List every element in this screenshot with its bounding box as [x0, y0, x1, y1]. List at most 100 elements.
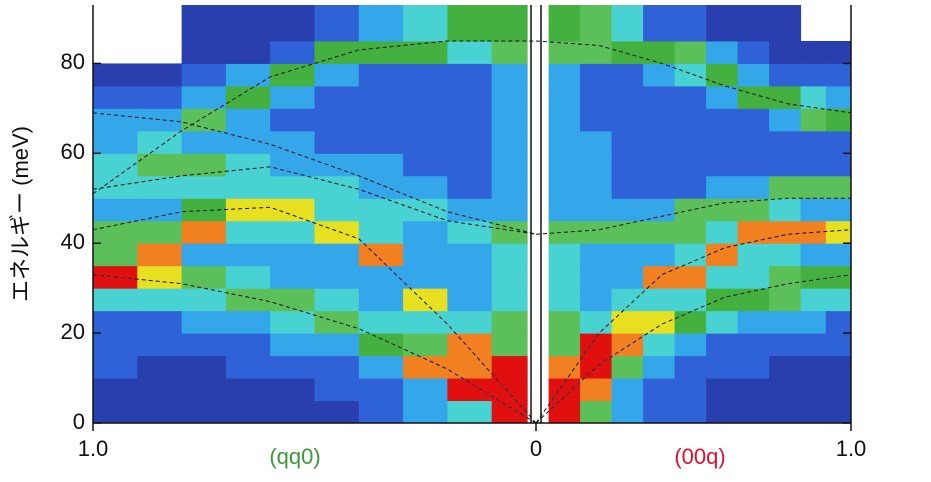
heat-cell [825, 265, 852, 289]
heat-cell [314, 310, 360, 334]
heat-cell [491, 400, 528, 424]
heat-cell [181, 40, 227, 64]
y-tick-label: 20 [61, 319, 85, 344]
dispersion-curve [92, 166, 537, 235]
heat-cell [825, 220, 852, 244]
heat-cell [225, 198, 271, 222]
heat-cell [358, 85, 404, 109]
dispersion-curve [92, 274, 537, 424]
heat-cell [674, 220, 707, 244]
heat-cell [825, 108, 852, 132]
heat-cell [358, 108, 404, 132]
heat-cell [737, 153, 770, 177]
heat-cell [358, 130, 404, 154]
heat-cell [447, 378, 493, 402]
heat-cell [706, 243, 739, 267]
heat-cell [580, 5, 613, 42]
heat-cell [737, 265, 770, 289]
heat-cell [314, 198, 360, 222]
heat-cell [580, 243, 613, 267]
heat-cell [548, 130, 581, 154]
heat-cell [737, 175, 770, 199]
heat-cell [491, 85, 528, 109]
heat-cell [314, 153, 360, 177]
heat-cell [137, 288, 183, 312]
heat-cell [643, 108, 676, 132]
heat-cell [825, 198, 852, 222]
dispersion-curve [92, 112, 537, 235]
heat-cell [769, 5, 802, 42]
heat-cell [769, 378, 802, 402]
heat-cell [800, 378, 827, 402]
heat-cell [580, 40, 613, 64]
heat-cell [800, 153, 827, 177]
heat-cell [580, 288, 613, 312]
heat-cell [403, 265, 448, 289]
heat-cell [225, 243, 271, 267]
heat-cell [548, 63, 581, 87]
heat-cell [674, 108, 707, 132]
heat-cell [225, 108, 271, 132]
heat-cell [674, 310, 707, 334]
heat-cell [403, 220, 448, 244]
heat-cell [137, 130, 183, 154]
heat-cell [93, 175, 138, 199]
heat-cell [769, 63, 802, 87]
heat-cell [769, 220, 802, 244]
dispersion-curve [535, 229, 852, 424]
heat-cell [706, 63, 739, 87]
heat-cell [825, 333, 852, 357]
heat-cell [358, 355, 404, 379]
heat-cell [270, 198, 315, 222]
heat-cell [225, 310, 271, 334]
y-tick-label: 80 [61, 49, 85, 74]
heat-cell [270, 243, 315, 267]
heat-cell [447, 5, 493, 42]
heat-cell [800, 63, 827, 87]
heat-cell [580, 198, 613, 222]
heat-cell [548, 198, 581, 222]
heat-cell [447, 40, 493, 64]
heat-cell [706, 310, 739, 334]
heat-cell [447, 130, 493, 154]
heat-cell [769, 175, 802, 199]
heat-cell [403, 310, 448, 334]
heat-cell [447, 400, 493, 424]
heat-cell [93, 310, 138, 334]
heat-cell [93, 198, 138, 222]
x-axis-label: (qq0) [269, 444, 320, 469]
heat-cell [548, 153, 581, 177]
heat-cell [769, 130, 802, 154]
heat-cell [611, 63, 644, 87]
heat-cell [737, 355, 770, 379]
y-tick-label: 0 [73, 409, 85, 434]
heat-cell [706, 378, 739, 402]
heat-cell [580, 175, 613, 199]
heat-cell [548, 243, 581, 267]
heat-cell [825, 85, 852, 109]
heat-cell [225, 153, 271, 177]
heat-cell [358, 310, 404, 334]
heat-cell [611, 400, 644, 424]
heat-cell [358, 378, 404, 402]
heat-cell [580, 333, 613, 357]
heat-cell [270, 85, 315, 109]
heat-cell [643, 85, 676, 109]
heat-cell [447, 85, 493, 109]
heat-cell [800, 355, 827, 379]
heat-cell [825, 243, 852, 267]
heat-cell [769, 153, 802, 177]
heat-cell [358, 243, 404, 267]
heat-cell [181, 5, 227, 42]
heat-cell [491, 265, 528, 289]
heat-cell [137, 198, 183, 222]
heat-cell [674, 85, 707, 109]
heat-cell [737, 333, 770, 357]
heat-cell [403, 400, 448, 424]
heat-cell [611, 378, 644, 402]
heat-cell [737, 378, 770, 402]
heat-cell [643, 175, 676, 199]
heat-cell [611, 265, 644, 289]
heat-cell [580, 220, 613, 244]
